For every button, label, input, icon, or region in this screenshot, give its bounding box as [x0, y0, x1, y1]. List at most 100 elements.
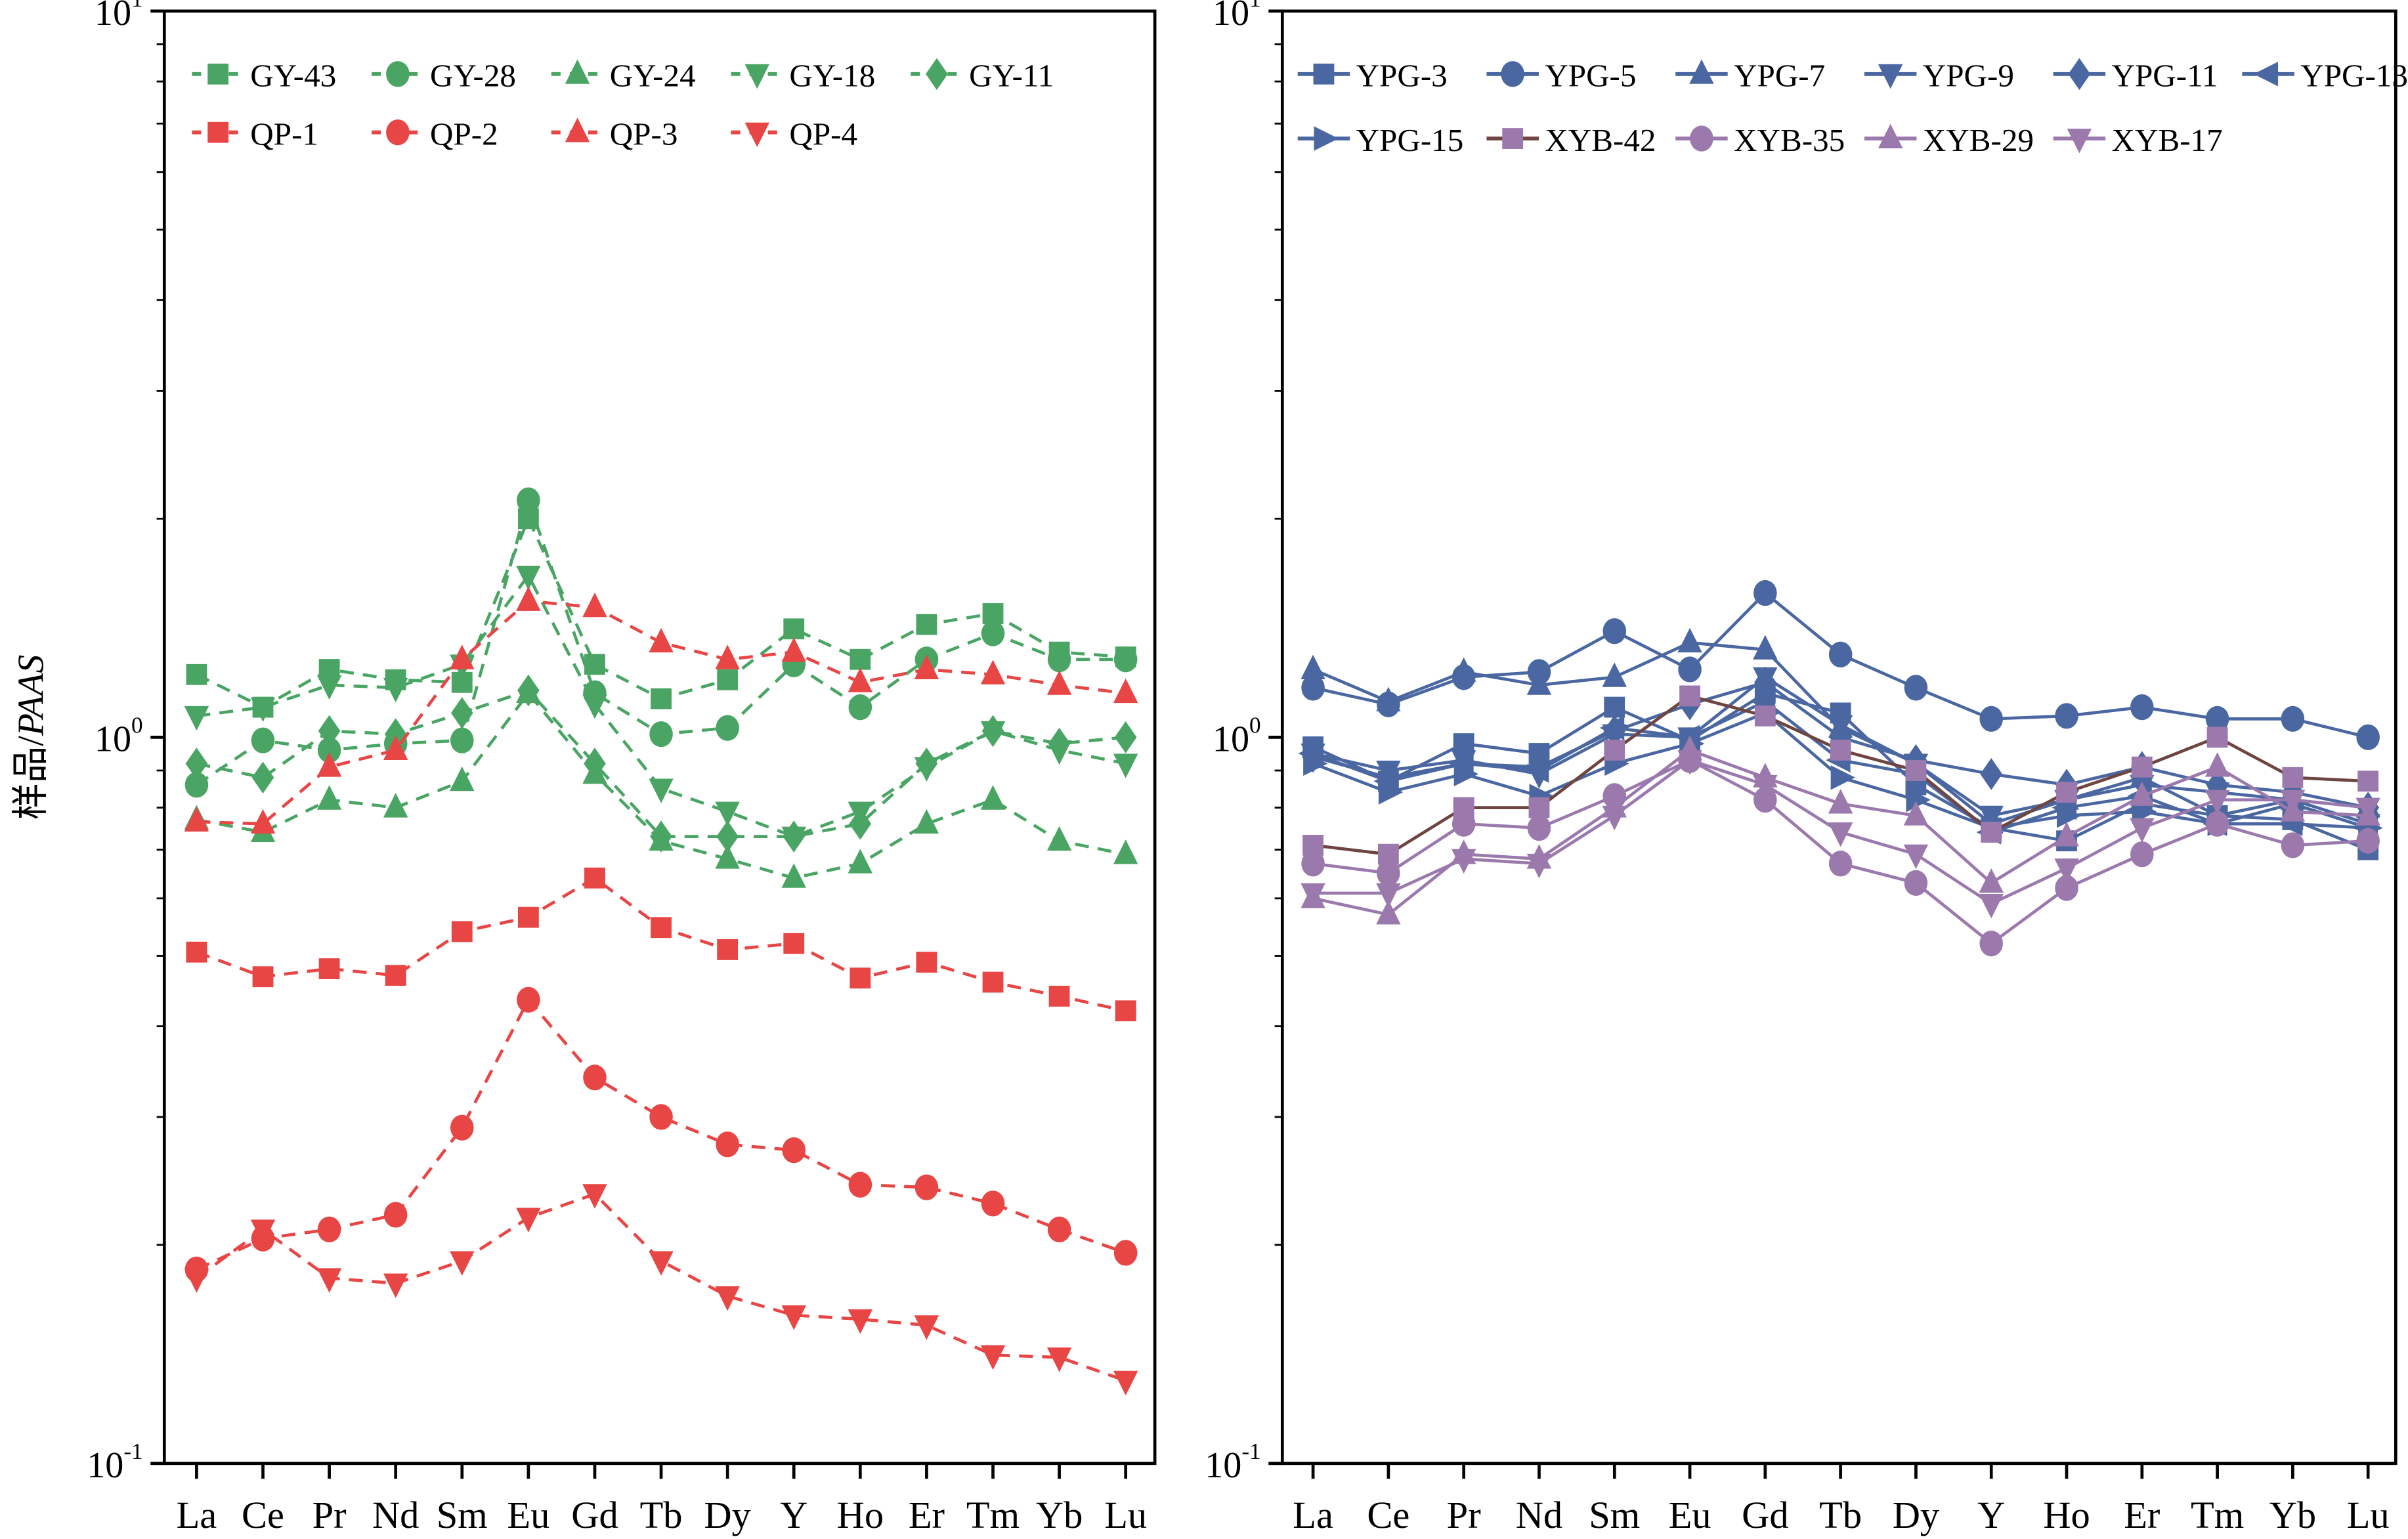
x-tick-label-Ho: Ho [2043, 1494, 2090, 1536]
data-point-marker [716, 820, 739, 853]
data-point-marker [848, 1171, 872, 1198]
data-point-marker [2057, 803, 2082, 828]
series-line [196, 1192, 1127, 1382]
legend-label: QP-3 [610, 116, 678, 152]
data-point-marker [1602, 805, 1627, 831]
legend-item-GY-43: GY-43 [192, 58, 336, 94]
data-point-marker [582, 592, 607, 618]
data-point-marker [584, 867, 605, 889]
x-tick-label-La: La [177, 1494, 217, 1536]
data-point-marker [848, 694, 872, 721]
data-point-marker [316, 1268, 342, 1293]
legend-label: QP-1 [250, 116, 318, 152]
legend-label: YPG-9 [1923, 58, 2014, 94]
data-point-marker [849, 967, 871, 989]
x-tick-label-Y: Y [1977, 1494, 2005, 1536]
series-XYB-17 [1301, 750, 2380, 919]
data-point-marker [2055, 875, 2078, 901]
legend-marker [1690, 125, 1713, 152]
data-point-marker [1753, 580, 1777, 606]
x-tick-label-Pr: Pr [1447, 1494, 1481, 1536]
data-point-marker [1830, 765, 1856, 790]
data-point-marker [1903, 844, 1929, 870]
legend-item-GY-24: GY-24 [551, 58, 696, 94]
data-point-marker [1979, 706, 2003, 732]
data-point-marker [1604, 696, 1625, 718]
x-tick-label-Tb: Tb [640, 1494, 683, 1536]
x-tick-label-Dy: Dy [704, 1494, 750, 1536]
legend-item-GY-28: GY-28 [372, 58, 516, 94]
data-point-marker [1828, 851, 1853, 877]
data-point-marker [184, 1268, 209, 1293]
legend-marker [2253, 62, 2279, 87]
x-tick-label-Yb: Yb [1036, 1494, 1083, 1536]
data-point-marker [981, 620, 1005, 646]
legend-marker [386, 61, 410, 87]
legend-marker [2067, 129, 2092, 154]
legend-item-YPG-5: YPG-5 [1486, 58, 1636, 94]
legend-marker [565, 59, 590, 84]
y-tick-label: 101 [1213, 0, 1261, 33]
data-point-marker [317, 1216, 341, 1242]
data-point-marker [1981, 822, 2002, 843]
data-point-marker [1604, 740, 1625, 761]
data-point-marker [1303, 751, 1328, 776]
data-point-marker [782, 1137, 806, 1164]
legend-label: GY-24 [610, 58, 696, 94]
legend-marker [207, 121, 229, 143]
legend-marker [207, 63, 229, 85]
x-tick-label-Tm: Tm [966, 1494, 1020, 1536]
data-point-marker [1527, 814, 1551, 841]
data-point-marker [1048, 985, 1070, 1007]
legend-label: YPG-11 [2112, 58, 2218, 94]
data-point-marker [1377, 860, 1400, 887]
panel-2: 101 100 10-1 La Ce Pr Nd Sm Eu Gd Tb Dy Y Ho Er Tm Yb Lu Y… [1205, 0, 2408, 1536]
data-point-marker [383, 1202, 408, 1228]
data-point-marker [1828, 641, 1853, 667]
series-QP-3 [184, 586, 1138, 834]
data-point-marker [650, 820, 672, 853]
data-point-marker [649, 778, 674, 803]
data-point-marker [980, 1345, 1006, 1370]
data-point-marker [1980, 758, 2003, 790]
data-point-marker [649, 721, 673, 748]
data-point-marker [2054, 858, 2079, 883]
x-tick-label-Eu: Eu [1669, 1494, 1711, 1536]
legend-item-YPG-3: YPG-3 [1297, 58, 1448, 94]
data-point-marker [1905, 760, 1927, 781]
data-point-marker [649, 627, 674, 653]
legend-label: XYB-29 [1923, 122, 2034, 158]
y-tick-label: 10-1 [1205, 1439, 1260, 1486]
data-point-marker [517, 986, 540, 1013]
x-tick-label-Sm: Sm [1589, 1494, 1640, 1536]
legend-marker [386, 119, 410, 146]
data-point-marker [781, 863, 806, 888]
x-tick-label-Ce: Ce [242, 1494, 284, 1536]
series-QP-4 [184, 1184, 1138, 1396]
x-tick-label-Er: Er [2124, 1494, 2160, 1536]
data-point-marker [1528, 797, 1550, 818]
data-point-marker [715, 644, 740, 669]
legend-label: GY-11 [969, 58, 1054, 94]
series-QP-1 [186, 867, 1136, 1022]
data-point-marker [2204, 790, 2230, 815]
data-point-marker [1979, 868, 2004, 893]
data-point-marker [2356, 724, 2380, 751]
legend-label: QP-4 [789, 116, 857, 152]
data-point-marker [1677, 627, 1702, 653]
data-point-marker [250, 697, 276, 723]
legend-label: GY-43 [250, 58, 336, 94]
data-point-marker [1453, 761, 1479, 787]
series-line [196, 997, 1127, 1271]
data-point-marker [318, 715, 341, 748]
legend-item-QP-1: QP-1 [192, 116, 318, 152]
x-tick-label-Eu: Eu [507, 1494, 549, 1536]
legend-label: XYB-35 [1734, 122, 1845, 158]
data-point-marker [2356, 828, 2380, 854]
legend-marker [926, 58, 948, 91]
x-tick-label-Sm: Sm [437, 1494, 488, 1536]
data-point-marker [2357, 770, 2379, 792]
data-point-marker [450, 1251, 475, 1276]
x-tick-label-Pr: Pr [312, 1494, 347, 1536]
data-point-marker [450, 697, 473, 729]
